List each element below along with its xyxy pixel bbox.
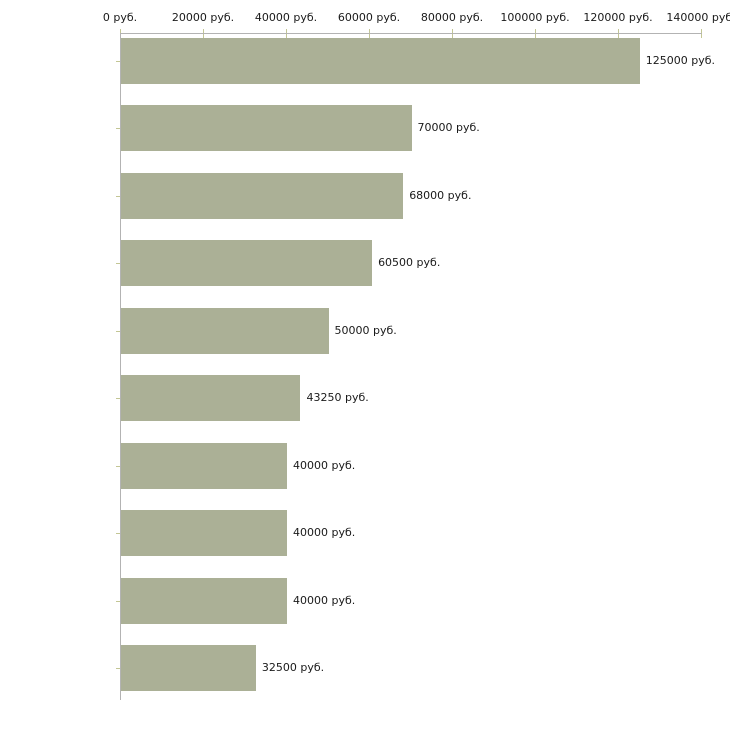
y-axis-tick bbox=[116, 263, 120, 264]
x-axis-tick-label: 140000 руб. bbox=[666, 11, 730, 24]
y-axis-tick bbox=[116, 128, 120, 129]
y-axis-tick bbox=[116, 195, 120, 197]
y-axis-tick bbox=[116, 465, 120, 467]
value-label: 40000 руб. bbox=[293, 593, 356, 607]
value-label: 70000 руб. bbox=[417, 121, 480, 134]
value-label: 32500 руб. bbox=[261, 661, 325, 674]
x-axis-line bbox=[120, 33, 702, 34]
y-axis-tick bbox=[116, 60, 120, 62]
x-axis-tick-label: 60000 руб. bbox=[337, 11, 401, 24]
value-label: 40000 руб. bbox=[293, 526, 356, 539]
y-axis-tick bbox=[116, 600, 120, 602]
bar bbox=[121, 645, 256, 691]
x-axis-tick-label: 40000 руб. bbox=[254, 11, 318, 24]
x-axis-tick-label: 120000 руб. bbox=[583, 11, 653, 24]
value-label: 43250 руб. bbox=[306, 391, 369, 404]
value-label: 60500 руб. bbox=[378, 256, 441, 269]
bar bbox=[121, 105, 412, 151]
x-axis-tick-label: 20000 руб. bbox=[171, 11, 235, 24]
value-label: 68000 руб. bbox=[409, 188, 472, 202]
y-axis-tick bbox=[116, 533, 120, 534]
bar bbox=[121, 375, 301, 421]
x-axis-tick-label: 80000 руб. bbox=[420, 11, 484, 24]
bar bbox=[121, 307, 329, 354]
bar bbox=[121, 172, 404, 219]
bar bbox=[121, 577, 287, 624]
value-label: 50000 руб. bbox=[334, 323, 397, 337]
bar bbox=[121, 442, 287, 489]
bar bbox=[121, 37, 640, 84]
bar bbox=[121, 240, 373, 286]
bar bbox=[121, 510, 287, 556]
y-axis-tick bbox=[116, 398, 120, 399]
value-label: 40000 руб. bbox=[293, 458, 356, 472]
x-axis-tick-label: 100000 руб. bbox=[500, 11, 570, 24]
y-axis-line bbox=[120, 33, 121, 700]
value-label: 125000 руб. bbox=[645, 53, 716, 67]
y-axis-tick bbox=[116, 668, 120, 669]
x-axis-tick-label: 0 руб. bbox=[102, 11, 138, 24]
y-axis-tick bbox=[116, 330, 120, 332]
